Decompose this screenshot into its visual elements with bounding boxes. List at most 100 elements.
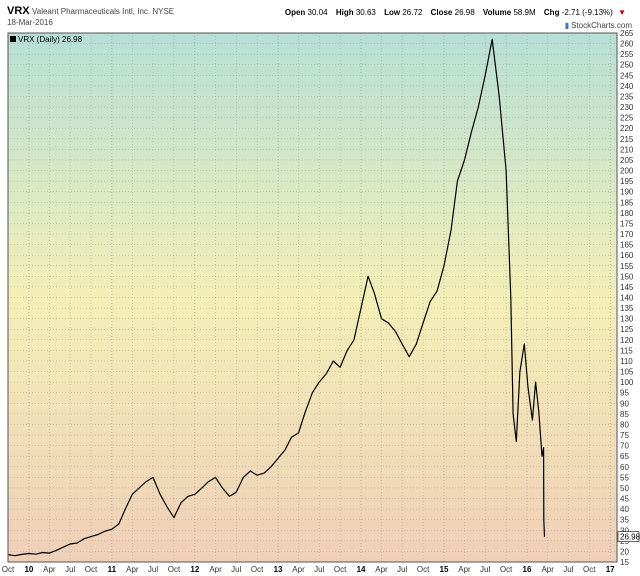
x-tick-label: 13 <box>274 565 283 574</box>
x-tick-label: Oct <box>2 565 15 574</box>
y-tick-label: 45 <box>620 495 629 504</box>
x-tick-label: Oct <box>583 565 596 574</box>
y-tick-label: 125 <box>620 325 634 334</box>
y-tick-label: 150 <box>620 272 634 281</box>
chart-logo-icon: ▮ <box>564 21 570 30</box>
y-tick-label: 235 <box>620 92 634 101</box>
y-tick-label: 60 <box>620 463 629 472</box>
x-tick-label: 17 <box>606 565 615 574</box>
y-tick-label: 240 <box>620 82 634 91</box>
open-value: 30.04 <box>307 8 328 17</box>
y-tick-label: 200 <box>620 167 634 176</box>
y-tick-label: 210 <box>620 145 634 154</box>
x-axis-ticks: Oct 10 Apr Jul Oct 11 Apr Jul Oct 12 Apr Jul Oct 13 Ap… <box>2 565 615 574</box>
last-value-label: 26.98 <box>620 533 640 542</box>
y-tick-label: 85 <box>620 410 629 419</box>
y-tick-label: 75 <box>620 431 629 440</box>
chg-value: -2.71 (-9.13%) <box>561 8 613 17</box>
y-tick-label: 55 <box>620 473 629 482</box>
x-tick-label: Jul <box>397 565 407 574</box>
y-tick-label: 185 <box>620 198 634 207</box>
volume-label: Volume <box>482 8 512 17</box>
x-tick-label: Jul <box>65 565 75 574</box>
y-tick-label: 115 <box>620 346 633 355</box>
x-tick-label: Apr <box>292 565 305 574</box>
y-tick-label: 95 <box>620 389 629 398</box>
x-tick-label: Apr <box>375 565 388 574</box>
y-tick-label: 20 <box>620 547 629 556</box>
y-tick-label: 35 <box>620 516 629 525</box>
x-tick-label: Oct <box>500 565 513 574</box>
y-tick-label: 170 <box>620 230 634 239</box>
x-tick-label: Oct <box>251 565 264 574</box>
x-tick-label: 14 <box>357 565 366 574</box>
open-label: Open <box>284 8 306 17</box>
x-tick-label: Jul <box>314 565 324 574</box>
last-value-marker: 26.98 <box>617 531 640 542</box>
y-tick-label: 135 <box>620 304 634 313</box>
ticker-symbol: VRX <box>7 5 30 17</box>
y-tick-label: 70 <box>620 442 629 451</box>
close-value: 26.98 <box>454 8 475 17</box>
low-value: 26.72 <box>402 8 423 17</box>
y-tick-label: 80 <box>620 420 629 429</box>
y-tick-label: 230 <box>620 103 634 112</box>
company-name: Valeant Pharmaceuticals Intl, Inc. NYSE <box>32 7 175 16</box>
plot-border <box>7 32 618 563</box>
low-label: Low <box>384 8 401 17</box>
x-tick-label: 12 <box>190 565 199 574</box>
y-tick-label: 145 <box>620 283 634 292</box>
y-tick-label: 40 <box>620 505 629 514</box>
plot-background <box>8 33 617 562</box>
y-tick-label: 65 <box>620 452 629 461</box>
y-tick-label: 225 <box>620 114 634 123</box>
high-value: 30.63 <box>355 8 376 17</box>
close-label: Close <box>430 8 453 17</box>
y-tick-label: 160 <box>620 251 634 260</box>
y-tick-label: 190 <box>620 188 634 197</box>
x-tick-label: Jul <box>480 565 490 574</box>
quote-date: 18-Mar-2016 <box>7 18 53 27</box>
chart-header: VRX Valeant Pharmaceuticals Intl, Inc. N… <box>0 0 640 33</box>
x-tick-label: Apr <box>43 565 56 574</box>
high-label: High <box>335 8 354 17</box>
y-tick-label: 130 <box>620 315 634 324</box>
y-tick-label: 105 <box>620 368 634 377</box>
y-tick-label: 220 <box>620 124 634 133</box>
y-tick-label: 245 <box>620 71 634 80</box>
legend-label: VRX (Daily) 26.98 <box>18 35 83 44</box>
brand-label: ▮ StockCharts.com <box>565 21 632 30</box>
x-tick-label: 16 <box>523 565 532 574</box>
series-group <box>7 38 546 557</box>
y-tick-label: 90 <box>620 399 629 408</box>
x-tick-label: Jul <box>148 565 158 574</box>
y-tick-label: 205 <box>620 156 634 165</box>
y-tick-label: 165 <box>620 241 634 250</box>
y-tick-label: 250 <box>620 61 634 70</box>
last-value-box <box>617 531 640 542</box>
x-tick-label: Oct <box>85 565 98 574</box>
x-tick-label: 15 <box>440 565 449 574</box>
volume-value: 58.9M <box>513 8 536 17</box>
x-tick-label: Apr <box>541 565 554 574</box>
y-tick-label: 195 <box>620 177 634 186</box>
y-tick-label: 265 <box>620 29 634 38</box>
y-tick-label: 155 <box>620 262 634 271</box>
x-tick-label: 11 <box>108 565 117 574</box>
x-tick-label: Jul <box>231 565 241 574</box>
y-axis-ticks: 1520253035404550556065707580859095100105… <box>620 29 634 567</box>
chg-label: Chg <box>543 8 560 17</box>
series-line <box>7 38 546 557</box>
x-tick-label: Jul <box>563 565 573 574</box>
y-tick-label: 120 <box>620 336 634 345</box>
x-tick-label: Oct <box>168 565 181 574</box>
y-tick-label: 175 <box>620 219 634 228</box>
x-tick-label: Apr <box>458 565 471 574</box>
y-tick-label: 255 <box>620 50 634 59</box>
y-tick-label: 215 <box>620 135 634 144</box>
y-tick-label: 15 <box>620 558 629 567</box>
quote-summary: Open 30.04 High 30.63 Low 26.72 Close 26… <box>285 8 632 17</box>
y-tick-label: 140 <box>620 294 634 303</box>
y-tick-label: 50 <box>620 484 629 493</box>
y-tick-label: 110 <box>620 357 633 366</box>
